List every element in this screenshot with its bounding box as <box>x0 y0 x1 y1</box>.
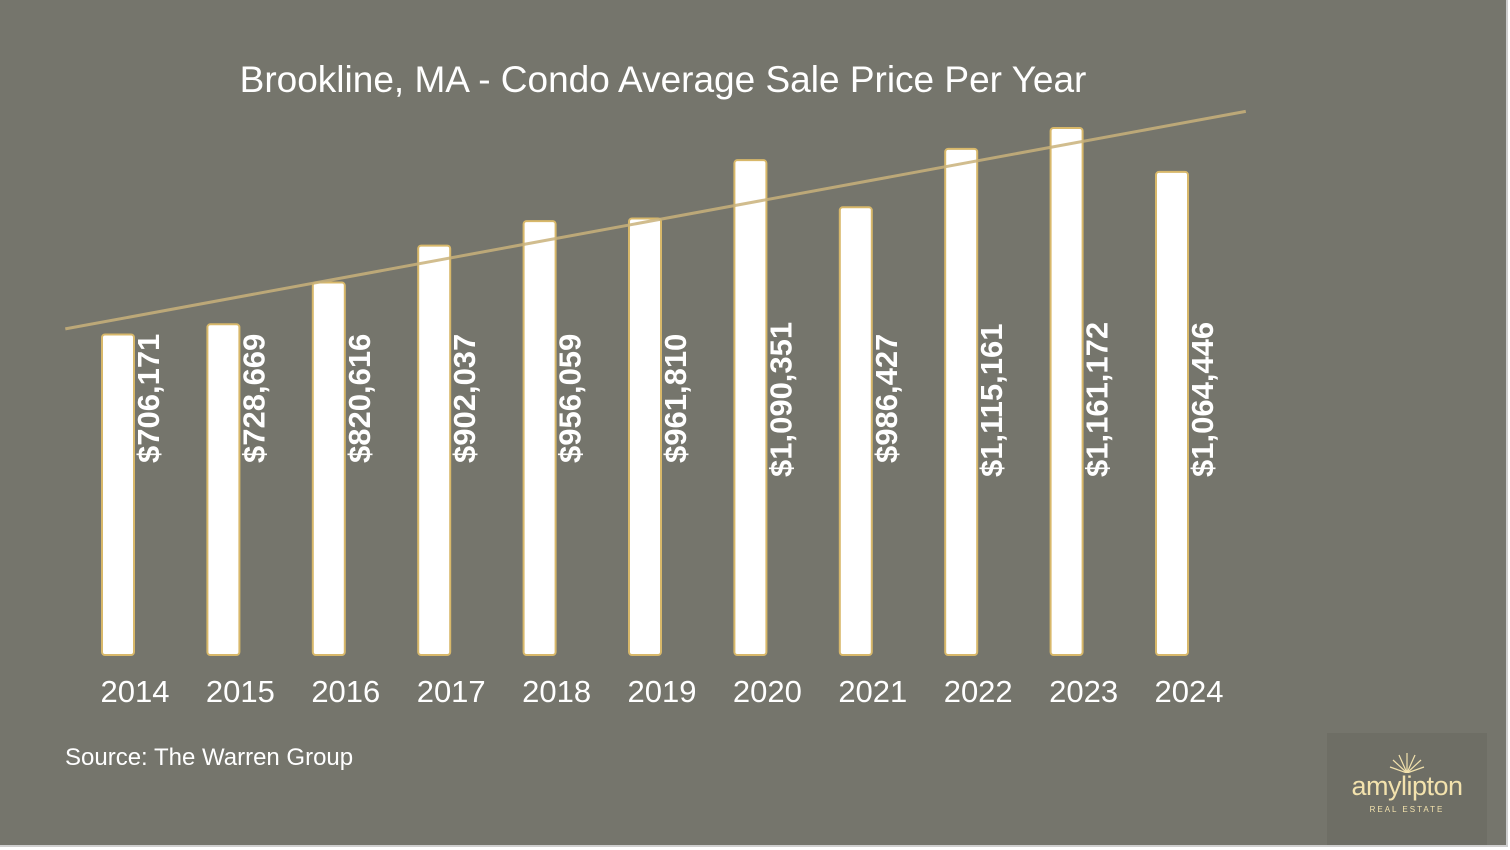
trendline-group <box>65 109 1247 331</box>
data-label-2016: $820,616 <box>342 334 377 463</box>
x-tick-2019: 2019 <box>628 674 697 709</box>
x-tick-2016: 2016 <box>311 674 380 709</box>
data-label-2019: $961,810 <box>658 334 693 463</box>
x-tick-2014: 2014 <box>101 674 170 709</box>
x-tick-2020: 2020 <box>733 674 802 709</box>
bar-2019 <box>628 217 662 656</box>
data-label-2021: $986,427 <box>869 334 904 463</box>
sunburst-icon <box>1389 753 1425 773</box>
x-tick-2022: 2022 <box>944 674 1013 709</box>
trendline <box>65 109 1247 331</box>
logo-word-part1: amy <box>1351 771 1401 801</box>
x-tick-2015: 2015 <box>206 674 275 709</box>
data-label-2023: $1,161,172 <box>1080 322 1115 477</box>
data-label-2014: $706,171 <box>131 334 166 463</box>
x-tick-2017: 2017 <box>417 674 486 709</box>
x-tick-2024: 2024 <box>1155 674 1224 709</box>
x-axis-ticks: 2014 2015 2016 2017 2018 2019 2020 2021 2022 2023… <box>101 674 1224 709</box>
bar-2015 <box>206 323 241 656</box>
bar-2021 <box>838 206 873 657</box>
bar-2016 <box>311 281 346 656</box>
data-label-2022: $1,115,161 <box>974 324 1009 477</box>
x-tick-2018: 2018 <box>522 674 591 709</box>
bars-group <box>101 127 1189 657</box>
bar-2022 <box>944 147 979 656</box>
data-label-2018: $956,059 <box>553 334 588 463</box>
logo-word-part2: lipton <box>1400 771 1463 801</box>
bar-2024 <box>1155 170 1189 656</box>
x-tick-2023: 2023 <box>1049 674 1118 709</box>
data-labels-group: $706,171 $728,669 $820,616 $902,037 $956,059… <box>131 322 1220 477</box>
data-label-2020: $1,090,351 <box>763 322 798 477</box>
bar-2018 <box>522 220 557 656</box>
data-label-2015: $728,669 <box>236 334 271 463</box>
data-label-2024: $1,064,446 <box>1185 322 1220 477</box>
data-label-2017: $902,037 <box>447 334 482 463</box>
chart-title: Brookline, MA - Condo Average Sale Price… <box>240 59 1087 100</box>
x-tick-2021: 2021 <box>838 674 907 709</box>
bar-2020 <box>733 159 768 656</box>
source-note: Source: The Warren Group <box>65 744 354 771</box>
bar-2017 <box>417 244 452 656</box>
bar-2014 <box>101 333 135 656</box>
brand-logo: amylipton REAL ESTATE <box>1327 733 1487 845</box>
logo-wordmark: amylipton <box>1327 771 1487 802</box>
bar-2023 <box>1049 127 1084 656</box>
logo-subtitle: REAL ESTATE <box>1369 805 1445 814</box>
